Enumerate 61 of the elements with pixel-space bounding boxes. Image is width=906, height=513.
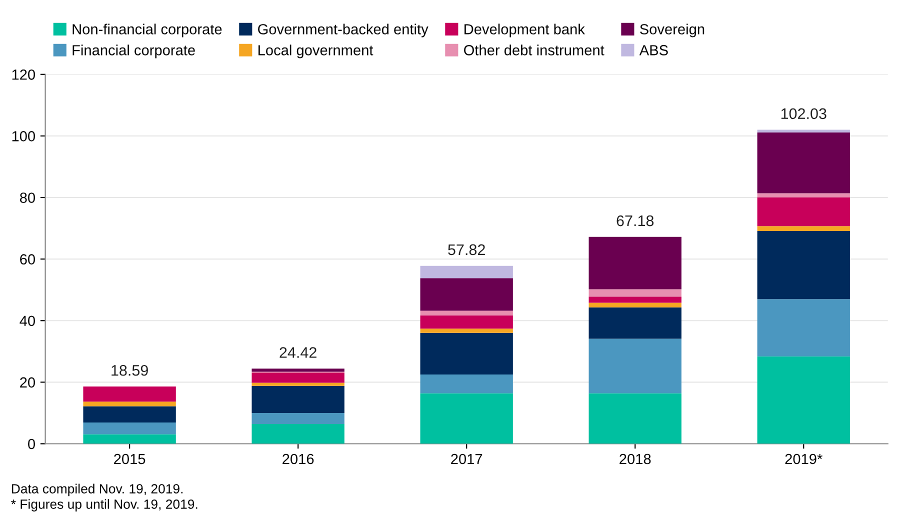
legend-label: Other debt instrument [464,44,604,56]
bar [252,372,344,383]
legend-label: ABS [639,45,668,56]
bar [588,302,682,308]
bar [757,231,850,300]
bar [420,266,513,278]
bar [420,310,513,316]
y-tick-label: 20 [20,377,36,388]
bar [588,289,682,297]
bar [588,393,682,444]
y-tick-label: 0 [28,438,36,450]
y-tick-label: 80 [20,192,36,203]
bar [420,332,513,374]
bar [83,434,176,444]
x-tick-label: 2017 [451,454,482,464]
bar [420,278,513,311]
bar [252,412,344,424]
bar [757,197,850,226]
bar [83,386,176,402]
total-label: 67.18 [616,215,654,226]
total-label: 102.03 [781,108,826,120]
bar [83,406,176,423]
y-tick-label: 40 [20,316,36,326]
legend-label: Government-backed entity [258,24,428,38]
x-tick-label: 2015 [114,454,146,464]
bar [252,424,344,444]
bar [420,393,513,444]
y-tick-label: 120 [12,69,36,80]
legend-label: Non-financial corporate [72,24,222,38]
legend-label: Sovereign [640,24,704,38]
bar [420,328,513,333]
bar [757,132,850,194]
legend-label: Local government [258,44,374,58]
bar [757,356,850,444]
x-tick-label: 2018 [620,454,651,464]
x-tick-label: 2016 [282,454,314,464]
bar [757,130,850,133]
bar [252,382,344,386]
x-tick-label: 2019* [785,454,822,464]
bar [252,368,344,372]
bar [588,338,682,394]
bar [83,422,176,434]
y-tick-label: 100 [12,131,36,142]
bar [420,315,513,329]
total-label: 18.59 [112,364,148,376]
bar [588,296,682,303]
bar [588,236,682,290]
bar [83,402,176,406]
bar [757,226,850,232]
bar [757,299,850,356]
text: Data compiled Nov. 19, 2019. [12,484,183,496]
bar [420,374,513,394]
y-tick-label: 60 [20,254,36,264]
legend-label: Development bank [464,24,585,38]
text: * Figures up until Nov. 19, 2019. [11,499,198,512]
total-label: 57.82 [448,244,485,256]
total-label: 24.42 [280,347,316,358]
bar [588,307,682,339]
bar [757,193,850,198]
bar [252,386,344,413]
legend-label: Financial corporate [72,44,195,58]
